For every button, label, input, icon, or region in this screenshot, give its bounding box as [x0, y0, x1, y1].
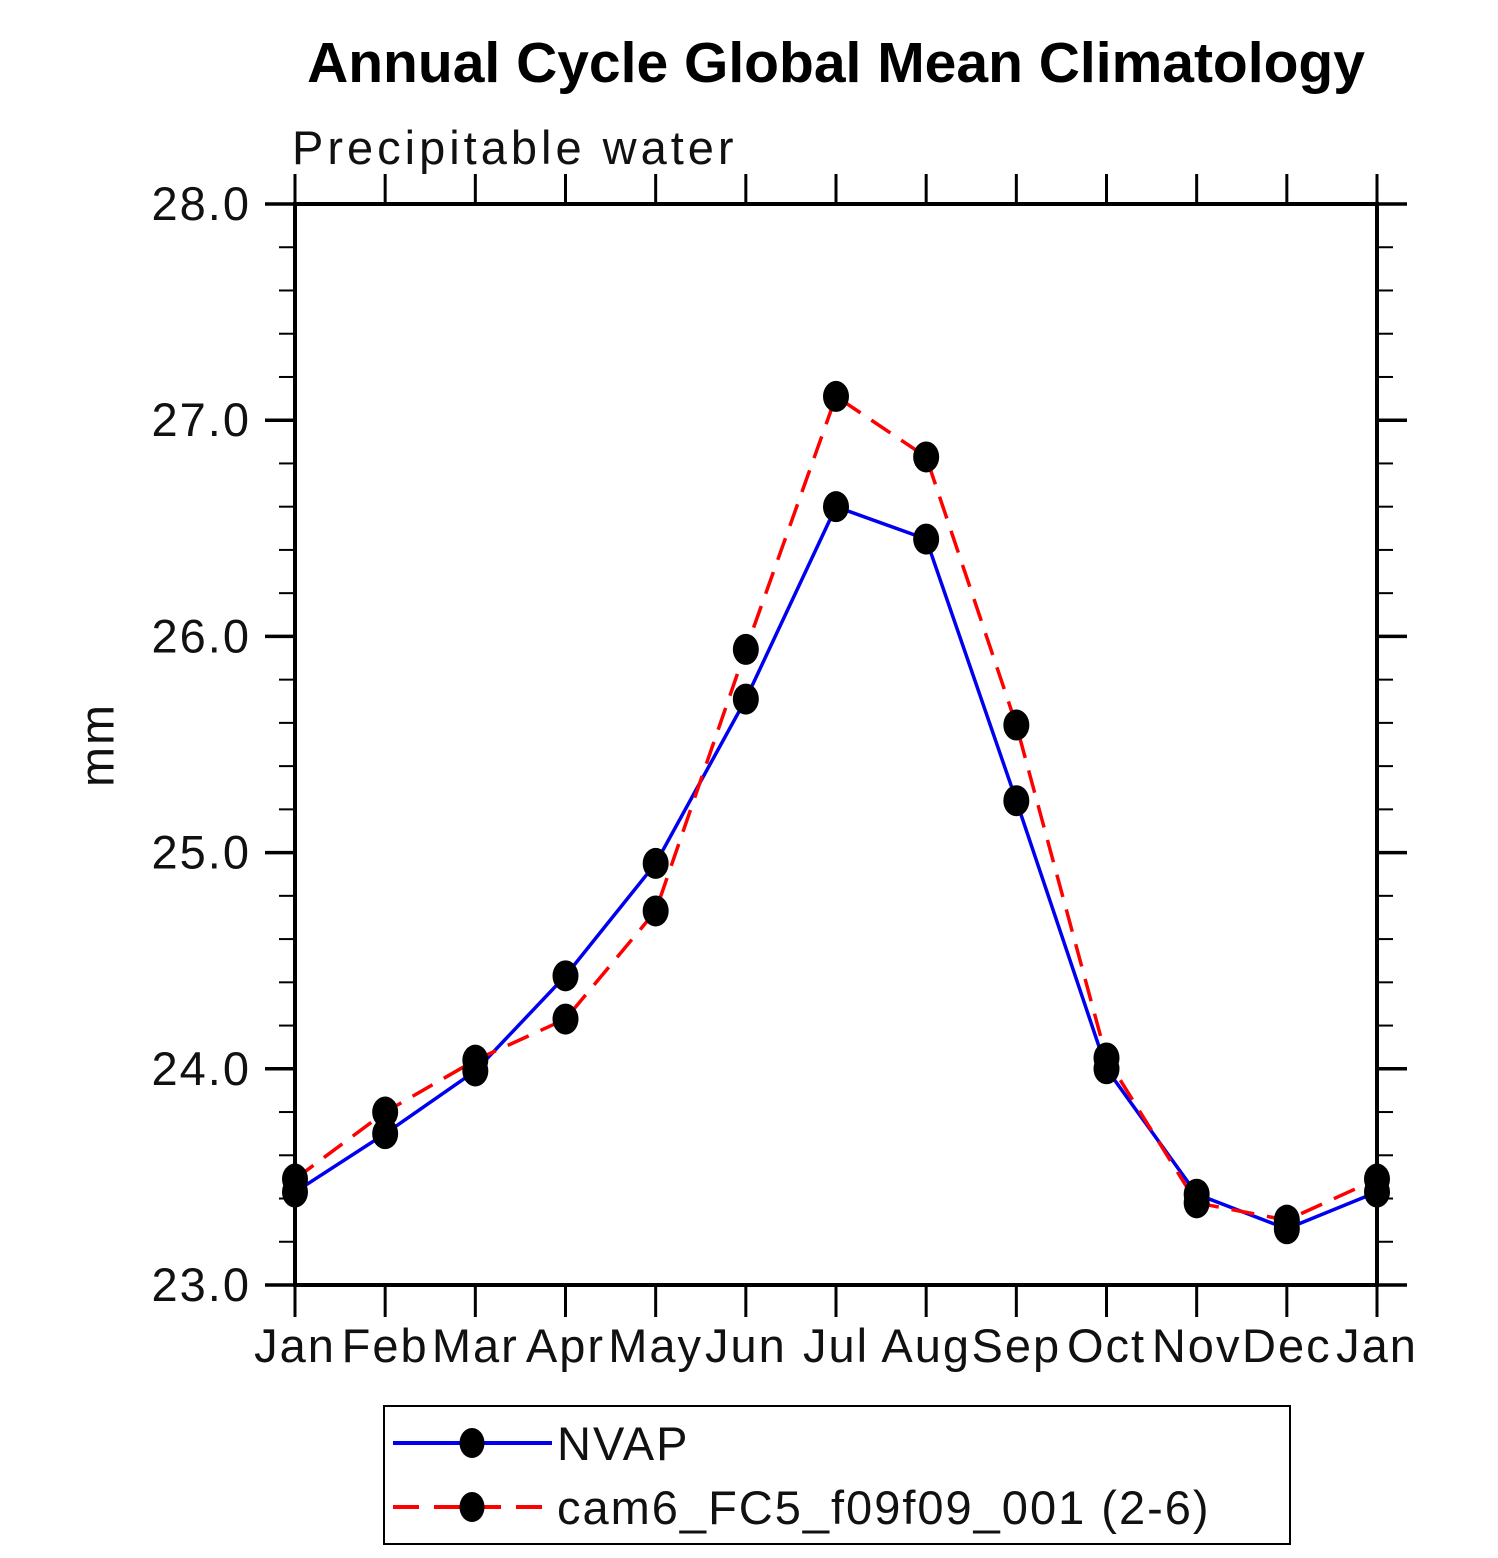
data-point-marker-1 [1003, 709, 1030, 741]
chart-title: Annual Cycle Global Mean Climatology [307, 31, 1365, 95]
x-tick-label: Jun [705, 1319, 787, 1372]
chart-subtitle: Precipitable water [292, 121, 738, 174]
data-point-marker-1 [372, 1096, 399, 1128]
legend: NVAP cam6_FC5_f09f09_001 (2-6) [383, 1405, 1291, 1545]
data-point-marker-0 [642, 847, 669, 879]
y-tick-label: 28.0 [152, 177, 251, 230]
legend-marker-dot-icon [459, 1428, 485, 1458]
x-tick-label: Apr [526, 1319, 605, 1372]
data-point-marker-1 [1183, 1187, 1210, 1219]
legend-swatch-cam6 [393, 1492, 552, 1522]
x-tick-label: Nov [1152, 1319, 1242, 1372]
x-tick-label: Oct [1067, 1319, 1146, 1372]
data-point-marker-0 [913, 523, 940, 555]
x-tick-label: Feb [342, 1319, 429, 1372]
y-tick-label: 23.0 [152, 1258, 251, 1311]
legend-item-nvap: NVAP [389, 1413, 1289, 1473]
legend-swatch-nvap [393, 1428, 552, 1458]
x-tick-label: Jan [254, 1319, 336, 1372]
data-point-marker-1 [823, 380, 849, 412]
data-point-marker-1 [552, 1003, 579, 1035]
data-point-marker-1 [1364, 1163, 1390, 1195]
x-tick-label: Jul [803, 1319, 869, 1372]
y-tick-label: 26.0 [152, 609, 251, 662]
data-point-marker-0 [1003, 785, 1030, 817]
data-point-marker-1 [282, 1163, 308, 1195]
x-tick-label: May [608, 1319, 703, 1372]
x-tick-label: Sep [972, 1319, 1062, 1372]
plot-frame [293, 202, 1379, 1287]
legend-label-nvap: NVAP [557, 1416, 690, 1470]
data-point-marker-0 [732, 683, 759, 715]
legend-marker-dot-icon [459, 1492, 485, 1522]
y-tick-label: 25.0 [152, 826, 251, 879]
data-point-marker-0 [372, 1118, 399, 1150]
x-tick-label: Mar [432, 1319, 519, 1372]
legend-label-cam6: cam6_FC5_f09f09_001 (2-6) [557, 1480, 1211, 1534]
data-point-marker-1 [732, 633, 759, 665]
y-tick-label: 27.0 [152, 393, 251, 446]
data-point-marker-0 [552, 960, 579, 992]
x-tick-label: Dec [1242, 1319, 1332, 1372]
data-point-marker-1 [1273, 1204, 1300, 1236]
x-tick-label: Jan [1336, 1319, 1418, 1372]
data-point-marker-1 [642, 895, 669, 927]
data-point-marker-1 [462, 1044, 489, 1076]
legend-item-cam6: cam6_FC5_f09f09_001 (2-6) [389, 1477, 1289, 1537]
data-point-marker-1 [913, 441, 940, 473]
series-line-0 [294, 504, 1378, 1231]
data-point-marker-0 [823, 491, 849, 523]
y-tick-label: 24.0 [152, 1042, 251, 1095]
x-tick-label: Aug [881, 1319, 971, 1372]
data-point-marker-1 [1093, 1042, 1120, 1074]
